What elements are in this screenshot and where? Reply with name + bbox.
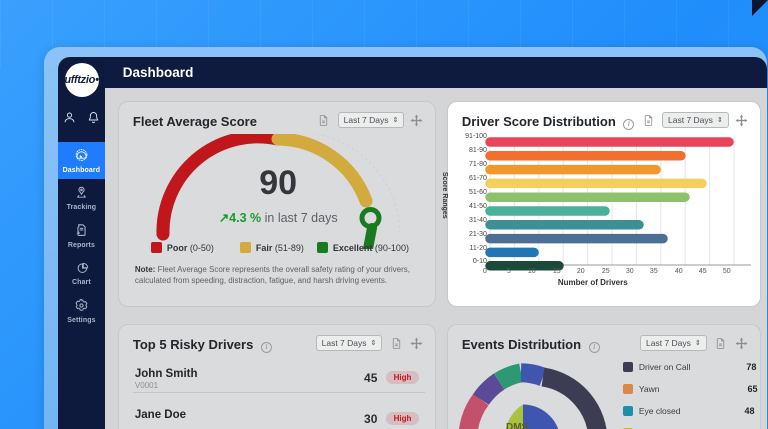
svg-text:DMS: DMS xyxy=(506,422,529,429)
